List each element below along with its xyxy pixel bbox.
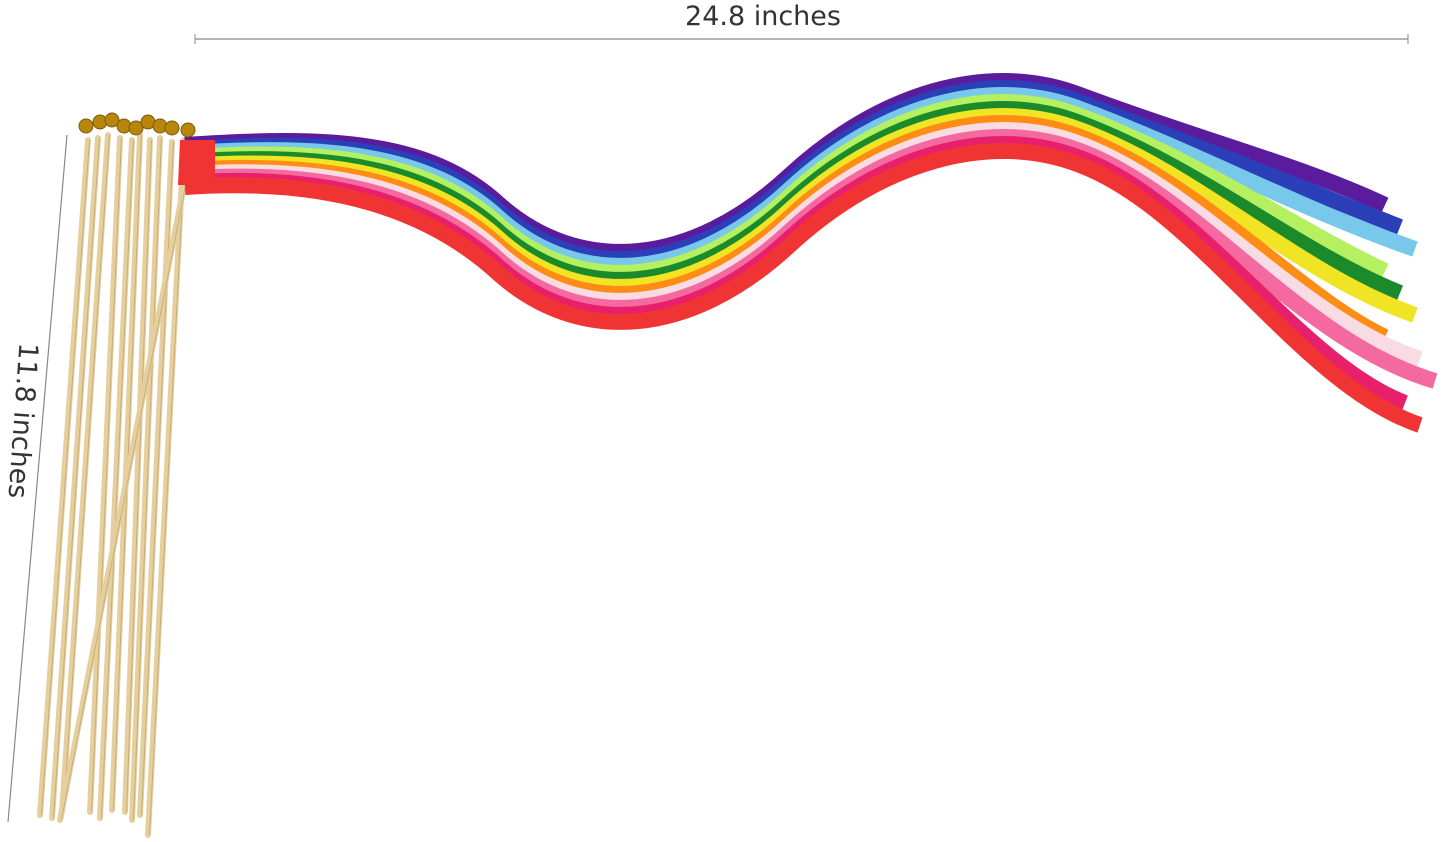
stick-shade — [53, 137, 100, 819]
stick-shade — [61, 144, 194, 821]
wooden-sticks — [37, 132, 195, 838]
stick — [122, 137, 153, 815]
bells — [78, 112, 196, 138]
stick-shade — [41, 139, 90, 816]
bell — [78, 118, 94, 134]
bell — [128, 120, 144, 136]
ribbon — [184, 142, 1423, 433]
bell — [180, 122, 196, 138]
ribbon-knot — [178, 140, 215, 185]
stick — [87, 135, 123, 815]
ribbons — [178, 72, 1438, 433]
stick-shade — [149, 139, 186, 836]
bell — [104, 112, 120, 128]
stick — [49, 135, 101, 821]
stick-shade — [101, 139, 134, 819]
stick-shade — [91, 137, 122, 813]
width-label: 24.8 inches — [685, 1, 841, 32]
stick — [129, 135, 163, 823]
stick — [97, 137, 135, 821]
stick — [145, 137, 187, 838]
width-dimension: 24.8 inches — [194, 1, 1409, 44]
stick-shade — [133, 137, 162, 821]
stick — [57, 142, 195, 823]
height-label: 11.8 inches — [2, 342, 44, 500]
stick-shade — [126, 139, 152, 813]
stick-shade — [63, 134, 110, 813]
bell — [164, 120, 180, 136]
stick — [59, 132, 111, 815]
height-dimension-line — [7, 134, 68, 823]
stick — [137, 139, 175, 818]
stick — [37, 137, 91, 818]
